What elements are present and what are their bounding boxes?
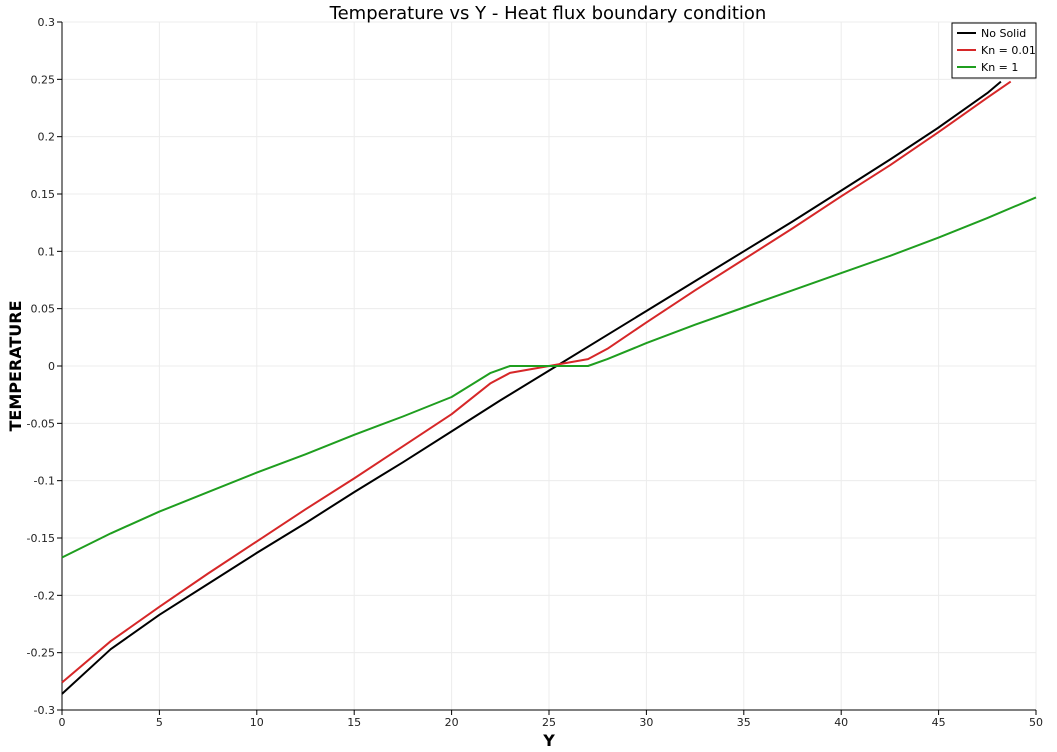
tick-labels: 0 5 10 15 20 25 30 35 40 45 50 -0.3 -0.25 -0.2 -0.15 -0… (27, 16, 1043, 729)
axes (57, 21, 1037, 715)
x-axis-label: Y (542, 731, 555, 750)
x-tick-label: 30 (639, 716, 653, 729)
y-axis-label: TEMPERATURE (6, 300, 25, 431)
x-tick-label: 15 (347, 716, 361, 729)
series-line-1 (61, 80, 1012, 684)
x-tick-label: 25 (542, 716, 556, 729)
x-tick-label: 50 (1029, 716, 1043, 729)
y-tick-label: -0.2 (34, 589, 55, 602)
y-tick-label: -0.3 (34, 704, 55, 717)
x-tick-label: 40 (834, 716, 848, 729)
series-line-0 (61, 80, 1002, 695)
series-lines (61, 80, 1037, 695)
x-tick-label: 35 (737, 716, 751, 729)
y-tick-label: 0 (48, 360, 55, 373)
legend-label: Kn = 0.01 (981, 44, 1036, 57)
series-line-2 (61, 196, 1037, 559)
x-tick-label: 5 (156, 716, 163, 729)
chart-title: Temperature vs Y - Heat flux boundary co… (329, 3, 767, 24)
x-tick-label: 0 (59, 716, 66, 729)
x-tick-label: 20 (445, 716, 459, 729)
y-tick-label: 0.3 (38, 16, 56, 29)
y-tick-label: 0.1 (38, 245, 56, 258)
x-tick-label: 45 (932, 716, 946, 729)
y-tick-label: 0.25 (31, 73, 56, 86)
y-tick-label: 0.15 (31, 188, 56, 201)
y-tick-label: -0.05 (27, 417, 55, 430)
y-tick-label: -0.25 (27, 647, 55, 660)
y-tick-label: -0.1 (34, 475, 55, 488)
y-tick-label: -0.15 (27, 532, 55, 545)
legend-label: Kn = 1 (981, 61, 1018, 74)
x-tick-label: 10 (250, 716, 264, 729)
legend-label: No Solid (981, 27, 1026, 40)
y-tick-label: 0.2 (38, 131, 56, 144)
legend: No Solid Kn = 0.01 Kn = 1 (951, 22, 1037, 79)
y-tick-label: 0.05 (31, 303, 56, 316)
